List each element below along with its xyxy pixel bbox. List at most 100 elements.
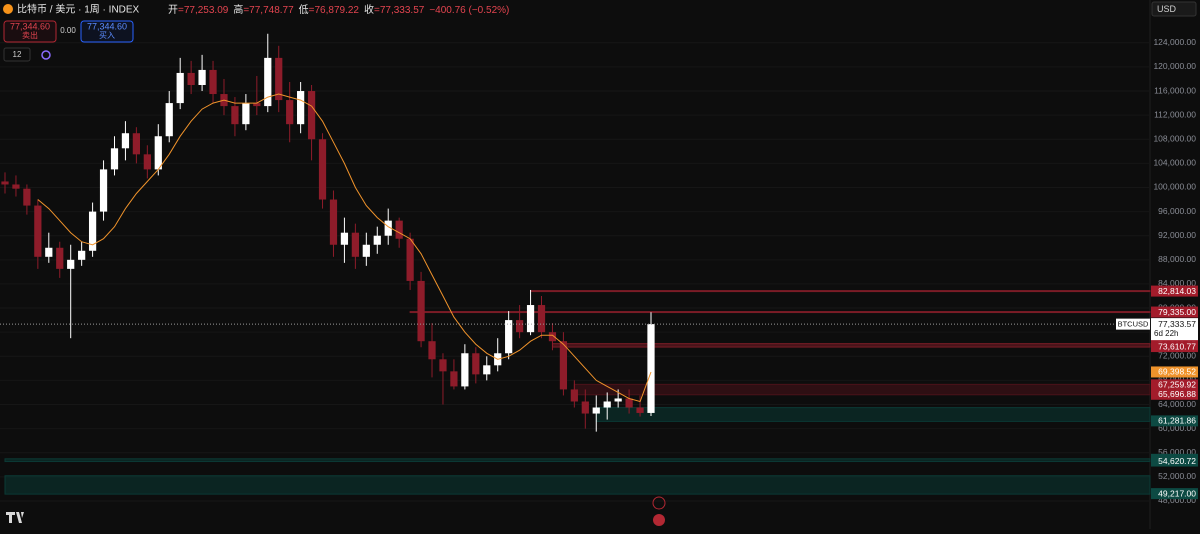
candle-body bbox=[340, 232, 349, 245]
buy-price: 77,344.60 bbox=[87, 21, 127, 31]
y-tick-label: 60,000.00 bbox=[1158, 423, 1196, 433]
price-label: 79,335.00 bbox=[1158, 307, 1196, 317]
price-label-box bbox=[1151, 285, 1198, 297]
y-tick-label: 84,000.00 bbox=[1158, 278, 1196, 288]
candle-body bbox=[515, 320, 524, 333]
price-label-box bbox=[1151, 341, 1198, 353]
price-zone bbox=[595, 407, 1151, 422]
price-label: 67,259.92 bbox=[1158, 380, 1196, 390]
candle-body bbox=[603, 401, 611, 408]
candle-body bbox=[373, 235, 381, 245]
candle-body bbox=[45, 247, 53, 257]
y-tick-label: 88,000.00 bbox=[1158, 254, 1196, 264]
last-price: 77,333.57 bbox=[1158, 319, 1196, 329]
candle-body bbox=[537, 305, 546, 333]
candle-body bbox=[559, 341, 568, 390]
candle-body bbox=[286, 100, 294, 125]
moving-average bbox=[37, 93, 652, 403]
candle-body bbox=[592, 407, 600, 414]
candle-body bbox=[461, 353, 469, 387]
candle-body bbox=[417, 280, 425, 342]
candle-body bbox=[198, 69, 206, 85]
candle-body bbox=[12, 184, 20, 189]
price-label: 49,217.00 bbox=[1158, 488, 1196, 498]
last-price-box bbox=[1151, 318, 1198, 341]
y-tick-label: 120,000.00 bbox=[1153, 61, 1196, 71]
y-tick-label: 56,000.00 bbox=[1158, 447, 1196, 457]
price-zone bbox=[530, 290, 1151, 293]
candle-body bbox=[483, 365, 491, 375]
candle-body bbox=[253, 103, 261, 107]
price-label-box bbox=[1151, 379, 1198, 391]
symbol: 比特币 / 美元 · 1周 · INDEX bbox=[17, 3, 140, 16]
spread: 0.00 bbox=[60, 26, 76, 35]
y-tick-label: 92,000.00 bbox=[1158, 230, 1196, 240]
price-label: 65,696.88 bbox=[1158, 389, 1196, 399]
candle-body bbox=[23, 188, 31, 206]
ohlc-key: 收 bbox=[364, 3, 374, 16]
buy-button[interactable] bbox=[80, 20, 134, 43]
y-tick-label: 96,000.00 bbox=[1158, 206, 1196, 216]
y-tick-label: 108,000.00 bbox=[1153, 134, 1196, 144]
price-label-box bbox=[1151, 415, 1198, 427]
plot bbox=[0, 33, 1151, 502]
price-zone bbox=[4, 458, 1151, 463]
ohlc-value: =77,253.09 bbox=[178, 5, 229, 16]
ohlc-value: =77,748.77 bbox=[243, 5, 294, 16]
sell-button[interactable] bbox=[3, 20, 57, 43]
candle-body bbox=[132, 133, 141, 155]
currency-box[interactable] bbox=[1151, 1, 1197, 17]
price-label: 61,281.86 bbox=[1158, 416, 1196, 426]
candle-body bbox=[99, 169, 108, 212]
tv-logo[interactable] bbox=[6, 512, 24, 523]
event-icon[interactable] bbox=[653, 514, 665, 526]
indicator-toggle[interactable] bbox=[3, 47, 31, 62]
price-label-box bbox=[1151, 306, 1198, 318]
y-tick-label: 48,000.00 bbox=[1158, 495, 1196, 505]
y-tick-label: 104,000.00 bbox=[1153, 158, 1196, 168]
y-tick-label: 112,000.00 bbox=[1154, 109, 1196, 119]
candle-body bbox=[88, 211, 97, 251]
sell-label: 卖出 bbox=[22, 30, 38, 40]
candle-body bbox=[472, 353, 480, 375]
price-label-box bbox=[1151, 366, 1198, 378]
price-label: 82,814.03 bbox=[1158, 286, 1196, 296]
price-label: 73,610.77 bbox=[1158, 341, 1196, 351]
candle-body bbox=[242, 103, 250, 125]
price-label-box bbox=[1151, 455, 1198, 467]
candle-body bbox=[406, 238, 414, 281]
y-tick-label: 72,000.00 bbox=[1158, 351, 1196, 361]
candle-body bbox=[78, 250, 86, 260]
candle-body bbox=[505, 320, 513, 354]
y-tick-label: 124,000.00 bbox=[1153, 37, 1196, 47]
candle-body bbox=[121, 133, 130, 149]
btc-icon bbox=[3, 4, 13, 14]
candle-body bbox=[450, 371, 458, 387]
ohlc-key: 低 bbox=[299, 3, 309, 16]
symbol-label: BTCUSD bbox=[1118, 320, 1149, 329]
event-icon[interactable] bbox=[652, 496, 666, 510]
price-axis: 48,000.00 52,000.00 56,000.00 60,000.00 64,0… bbox=[1116, 37, 1198, 505]
candle-body bbox=[110, 148, 119, 170]
candle-body bbox=[231, 106, 239, 125]
candle-body bbox=[187, 72, 195, 85]
candle-body bbox=[176, 72, 184, 104]
candle-body bbox=[275, 57, 283, 101]
candle-body bbox=[1, 181, 9, 185]
candle-body bbox=[307, 91, 316, 140]
candle-body bbox=[439, 359, 447, 372]
indicator-count: 12 bbox=[13, 50, 22, 59]
price-zone bbox=[573, 383, 1151, 396]
sell-price: 77,344.60 bbox=[10, 21, 50, 31]
change: −400.76 (−0.52%) bbox=[429, 5, 509, 16]
indicator-icon[interactable] bbox=[41, 50, 51, 60]
candle-body bbox=[165, 103, 173, 137]
footer bbox=[6, 496, 666, 526]
buy-label: 买入 bbox=[99, 31, 115, 40]
candle-body bbox=[526, 305, 535, 333]
candle-body bbox=[154, 136, 162, 170]
price-label: 69,398.52 bbox=[1158, 367, 1196, 377]
price-zone bbox=[551, 343, 1151, 348]
